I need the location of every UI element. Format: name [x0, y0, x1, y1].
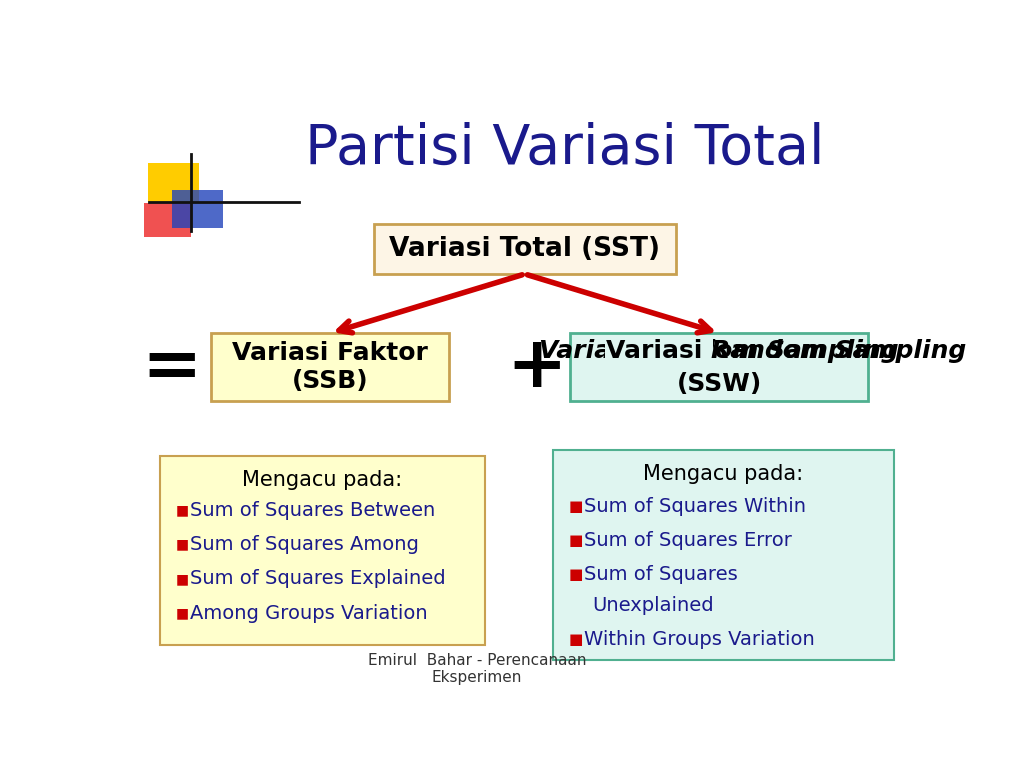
Bar: [374, 223, 676, 274]
Text: Sum of Squares Among: Sum of Squares Among: [189, 535, 419, 554]
Text: Variasi Random Sampling: Variasi Random Sampling: [540, 339, 899, 362]
Text: =: =: [141, 333, 202, 402]
Text: ■: ■: [568, 533, 583, 548]
Text: Within Groups Variation: Within Groups Variation: [585, 631, 815, 649]
Text: Random Sampling: Random Sampling: [712, 339, 967, 362]
Bar: [143, 203, 191, 237]
Text: ■: ■: [568, 632, 583, 647]
Text: (SSW): (SSW): [677, 372, 762, 396]
Text: Sum of Squares Between: Sum of Squares Between: [189, 501, 435, 520]
Text: +: +: [507, 333, 567, 402]
Text: Sum of Squares Within: Sum of Squares Within: [585, 497, 806, 515]
Text: Among Groups Variation: Among Groups Variation: [189, 604, 428, 623]
Text: Sum of Squares Explained: Sum of Squares Explained: [189, 569, 445, 588]
Text: Sum of Squares Error: Sum of Squares Error: [585, 531, 793, 550]
Text: ■: ■: [176, 503, 188, 518]
Bar: [147, 163, 200, 201]
Text: Variasi: Variasi: [606, 339, 712, 362]
Text: ■: ■: [176, 572, 188, 586]
Text: Mengacu pada:: Mengacu pada:: [243, 469, 402, 489]
Text: Emirul  Bahar - Perencanaan
Eksperimen: Emirul Bahar - Perencanaan Eksperimen: [368, 653, 587, 685]
Text: ■: ■: [568, 568, 583, 582]
Text: Variasi Total (SST): Variasi Total (SST): [389, 236, 660, 262]
Bar: [553, 450, 894, 660]
Bar: [160, 456, 485, 645]
Text: Mengacu pada:: Mengacu pada:: [643, 464, 803, 484]
Text: Variasi Faktor
(SSB): Variasi Faktor (SSB): [232, 341, 428, 393]
Text: Partisi Variasi Total: Partisi Variasi Total: [305, 121, 824, 175]
Bar: [211, 333, 450, 401]
Bar: [172, 190, 223, 228]
Bar: [570, 333, 868, 401]
Text: Unexplained: Unexplained: [592, 596, 714, 615]
Text: ■: ■: [176, 606, 188, 620]
Text: ■: ■: [568, 498, 583, 514]
Text: ■: ■: [176, 538, 188, 551]
Text: Sum of Squares: Sum of Squares: [585, 565, 738, 584]
